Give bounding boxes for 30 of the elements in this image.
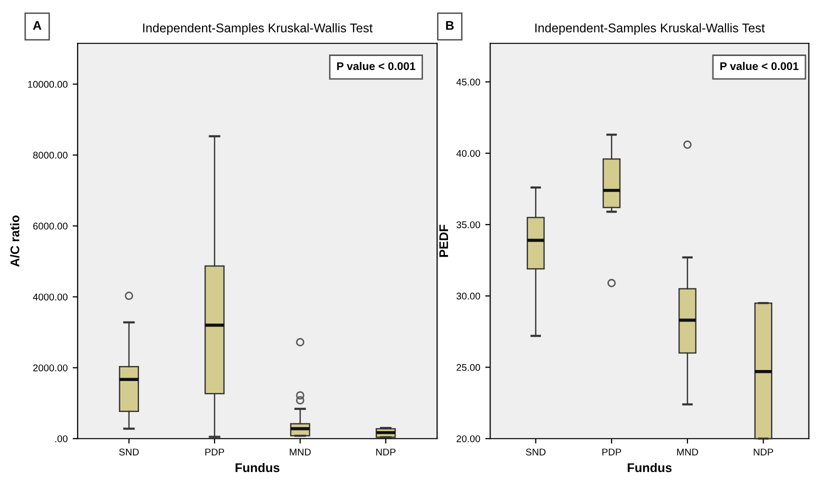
y-tick-label: 2000.00 [33,364,68,372]
x-tick-label: NDP [754,448,774,456]
y-tick-label: 4000.00 [32,294,68,300]
y-tick-label: 45.00 [456,78,480,86]
y-tick-label: 10000.00 [28,80,68,88]
text: A [32,21,42,30]
x-tick-label: PDP [205,448,224,456]
annotation: P value < 0.001 [720,62,798,70]
y-tick-label: 35.00 [456,221,480,228]
y-axis-title: A/C ratio [10,215,20,267]
y-tick-label: 8000.00 [33,152,68,159]
x-tick-label: SND [119,448,139,456]
chart-title: Independent-Samples Kruskal-Wallis Test [535,23,765,35]
annotation: P value < 0.001 [337,62,416,70]
y-axis-title: PEDF [439,224,448,257]
chart-title: Independent-Samples Kruskal-Wallis Test [143,23,373,35]
y-tick-label: 40.00 [456,150,480,157]
y-tick-label: 6000.00 [33,222,68,230]
text: B [446,21,454,30]
x-tick-label: MND [290,448,311,456]
y-tick-label: 25.00 [456,364,480,371]
x-axis-title: Fundus [628,462,672,472]
y-tick-label: 30.00 [456,292,480,300]
x-tick-label: NDP [376,448,396,456]
x-tick-label: SND [526,448,546,456]
y-tick-label: 20.00 [456,435,480,442]
x-axis-title: Fundus [236,462,280,472]
x-tick-label: MND [677,448,698,456]
x-tick-label: PDP [602,448,622,456]
y-tick-label: .00 [55,435,68,442]
